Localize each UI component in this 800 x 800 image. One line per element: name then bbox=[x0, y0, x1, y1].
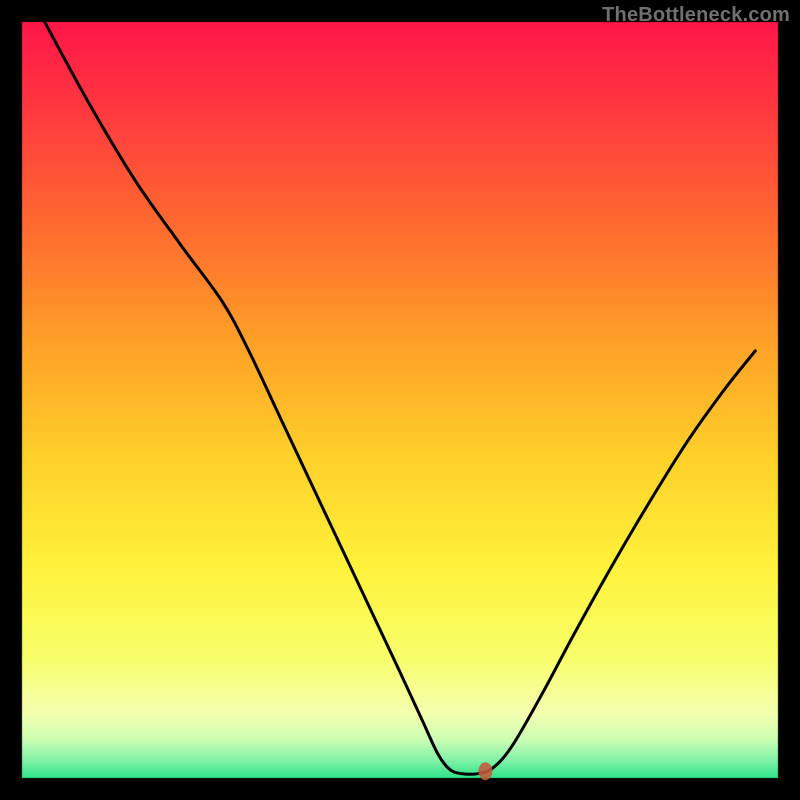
gradient-background bbox=[0, 0, 800, 800]
figure-root: TheBottleneck.com bbox=[0, 0, 800, 800]
watermark-label: TheBottleneck.com bbox=[602, 4, 790, 27]
